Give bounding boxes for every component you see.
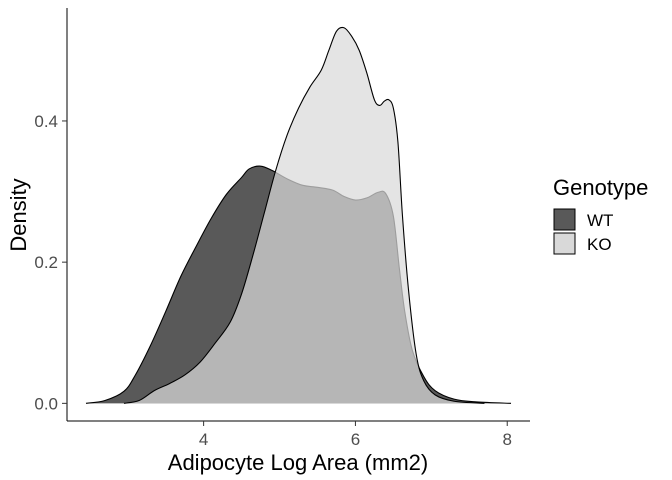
y-tick-label: 0.0	[34, 394, 58, 413]
y-tick-label: 0.4	[34, 112, 58, 131]
legend-title: Genotype	[553, 175, 648, 200]
y-axis-title: Density	[6, 178, 31, 251]
density-curve-ko	[123, 26, 485, 404]
density-area-ko	[123, 27, 485, 404]
legend-key-ko	[553, 232, 576, 255]
legend-label-ko: KO	[587, 235, 612, 254]
plot-area	[85, 26, 512, 404]
legend-key-wt	[553, 208, 576, 231]
y-axis: 0.0 0.2 0.4	[34, 8, 68, 421]
legend: Genotype WT KO	[553, 175, 648, 255]
legend-label-wt: WT	[587, 211, 613, 230]
y-tick-label: 0.2	[34, 253, 58, 272]
x-tick-label: 4	[199, 430, 208, 449]
x-tick-label: 6	[351, 430, 360, 449]
x-tick-label: 8	[502, 430, 511, 449]
x-axis: 4 6 8	[67, 420, 530, 449]
x-axis-title: Adipocyte Log Area (mm2)	[168, 450, 428, 475]
